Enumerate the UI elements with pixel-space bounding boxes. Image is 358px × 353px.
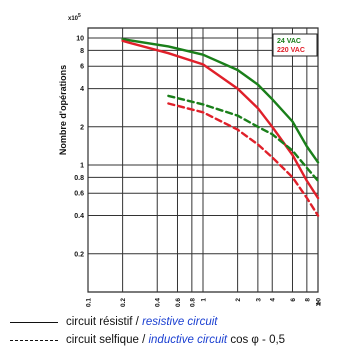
x-tick-label: 8: [304, 298, 311, 302]
y-tick-label: 4: [80, 86, 84, 93]
legend-resistive-fr: circuit résistif: [66, 316, 133, 328]
x-tick-label: 0.6: [175, 298, 182, 307]
legend-entry: 220 VAC: [277, 47, 305, 54]
legend-inductive: circuit selfique / inductive circuit cos…: [10, 332, 285, 348]
series-line-3: [167, 102, 320, 217]
x-tick-label: 0.4: [155, 298, 162, 307]
legend-entry: 24 VAC: [277, 38, 301, 45]
x-tick-label: 3: [255, 298, 262, 302]
y-multiplier: x105: [68, 13, 81, 22]
y-tick-label: 0.2: [74, 251, 84, 258]
y-axis-ticks: 10 8 6 4 2 1 0.8 0.6 0.4 0.2: [74, 36, 84, 259]
series-line-1: [121, 39, 320, 200]
x-tick-label: 10: [316, 298, 323, 306]
x-tick-label: 4: [270, 298, 277, 302]
y-tick-label: 0.6: [74, 191, 84, 198]
x-tick-label: 6: [290, 298, 297, 302]
y-multiplier-exponent: 5: [78, 13, 81, 19]
y-tick-label: 1: [80, 163, 84, 170]
legend-inductive-fr: circuit selfique: [66, 334, 139, 346]
y-tick-label: 8: [80, 48, 84, 55]
legend-inductive-en: inductive circuit: [148, 334, 228, 346]
x-tick-label: 2: [235, 298, 242, 302]
x-tick-label: 0.8: [189, 298, 196, 307]
y-tick-label: 2: [80, 124, 84, 131]
series-line-0: [121, 38, 320, 164]
x-unit-label: A: [316, 301, 321, 308]
chart-series: [121, 38, 320, 217]
legend-resistive-en: resistive circuit: [142, 316, 218, 328]
x-tick-label: 0.1: [86, 298, 93, 307]
chart-grid: [87, 27, 319, 293]
legend-inductive-sep: /: [142, 334, 146, 346]
legend-inductive-suffix: cos φ - 0,5: [230, 334, 286, 346]
y-tick-label: 0.4: [74, 213, 84, 220]
legend-box: [272, 33, 318, 57]
x-tick-label: 0.2: [120, 298, 127, 307]
y-axis-label: Nombre d'opérations: [58, 65, 68, 155]
x-tick-label: 1: [201, 298, 208, 302]
chart-legend: 24 VAC 220 VAC: [272, 33, 318, 57]
dashed-line-sample: [10, 339, 58, 341]
y-tick-label: 6: [80, 64, 84, 71]
legend-resistive: circuit résistif / resistive circuit: [10, 314, 217, 330]
solid-line-sample: [10, 321, 58, 323]
series-line-2: [167, 94, 320, 183]
y-tick-label: 0.8: [74, 175, 84, 182]
legend-resistive-sep: /: [135, 316, 139, 328]
x-axis-ticks: 0.1 0.2 0.4 0.6 0.8 1 2 3 4 6 8 10: [86, 298, 323, 307]
y-multiplier-base: x10: [68, 16, 79, 22]
y-tick-label: 10: [76, 36, 84, 43]
